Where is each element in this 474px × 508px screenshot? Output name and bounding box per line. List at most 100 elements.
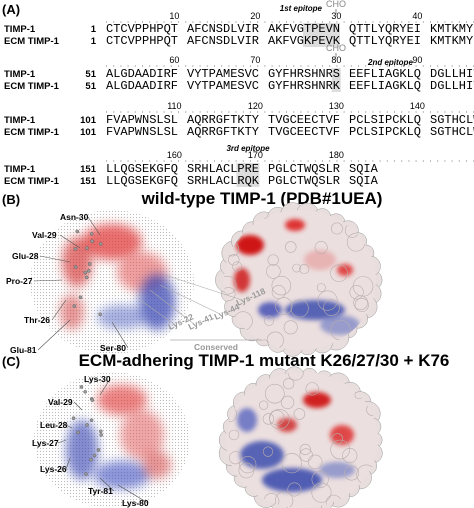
surface-shading [230, 328, 241, 339]
sequence-block: SRHLACLRQK [187, 174, 260, 188]
leader-line [111, 321, 129, 349]
leader-line [99, 378, 111, 396]
panel-title: wild-type TIMP-1 (PDB#1UEA) [141, 189, 383, 208]
surface-shading [317, 290, 338, 311]
sequence-block: FVAPWNSLSL [106, 113, 178, 127]
surface-shading [331, 222, 343, 235]
sequence-name: ECM TIMP-1 [4, 176, 60, 187]
surface-shading [224, 287, 236, 301]
epitope-label: 3rd epitope [226, 144, 270, 153]
atom [98, 242, 103, 246]
surface-shading [305, 382, 319, 396]
surface-shading [269, 410, 285, 426]
ruler-number: 60 [169, 55, 179, 65]
leader-line [39, 255, 71, 263]
sequence-block: DGLLHIT [430, 67, 474, 81]
surface-shading [275, 297, 293, 315]
surface-shading [330, 439, 350, 460]
group-label: Conserved [194, 342, 238, 352]
surface-shading [280, 395, 295, 409]
ruler-number: 70 [250, 55, 260, 65]
ruler-number: 120 [248, 101, 263, 111]
leader-line [37, 319, 71, 351]
sequence-block: AQRRGFTKTY [187, 125, 259, 139]
atom [89, 418, 94, 423]
surface-shading [292, 263, 302, 273]
surface-shading [364, 327, 376, 341]
atom [83, 389, 88, 394]
surface-shading [349, 285, 364, 300]
surface-coloring [60, 224, 175, 330]
leader-line [51, 299, 67, 321]
charge-patch [330, 425, 354, 445]
atom [71, 416, 76, 421]
surface-shading [228, 429, 240, 441]
sequence-name: TIMP-1 [4, 115, 36, 126]
charge-patch [319, 462, 355, 478]
surface-shading [269, 409, 290, 430]
sequence-block: DGLLHIT [430, 79, 474, 93]
atom [73, 265, 78, 269]
residue-label: Pro-27 [6, 276, 33, 286]
charge-patch [285, 219, 305, 231]
surface-shading [299, 443, 311, 456]
residue-label: Tyr-81 [88, 486, 113, 496]
sequence-name: ECM TIMP-1 [4, 127, 60, 138]
ruler-number: 140 [410, 101, 425, 111]
ruler-number: 180 [329, 150, 344, 160]
atom [84, 275, 89, 280]
surface-shading [311, 470, 329, 489]
atom [87, 262, 92, 266]
atom [90, 239, 94, 244]
sequence-start: 101 [80, 127, 97, 138]
sequence-start: 51 [85, 69, 96, 80]
residue-label: Lys-26 [40, 464, 67, 474]
sequence-name: TIMP-1 [4, 69, 36, 80]
sequence-block: QTTLYQRYEI [349, 34, 421, 48]
charge-patch [97, 385, 147, 415]
surface-shading [316, 283, 326, 293]
sequence-block: PCLSIPCKLQ [349, 113, 421, 127]
surface-shading [281, 453, 302, 474]
charge-patch [240, 441, 284, 469]
surface-shading [347, 372, 363, 384]
epitope-label: 2nd epitope [367, 58, 413, 67]
ruler-number: 40 [412, 11, 422, 21]
sequence-block: AFCNSDLVIR [187, 34, 259, 48]
atom [90, 398, 95, 402]
atom [72, 304, 77, 308]
surface-shading [344, 465, 360, 481]
ruler-number: 30 [331, 11, 341, 21]
sequence-block: ALGDAADIRF [106, 67, 178, 81]
epitope-highlight [303, 23, 340, 47]
sequence-block: QTTLYQRYEI [349, 22, 421, 36]
ruler-number: 10 [169, 11, 179, 21]
ruler-number: 80 [331, 55, 341, 65]
surface-shading [323, 299, 340, 316]
leader-line [65, 424, 73, 429]
ruler-number: 130 [329, 101, 344, 111]
leader-line [59, 234, 81, 249]
surface-shading [232, 486, 246, 500]
charge-patch [97, 305, 147, 329]
atom [89, 457, 93, 462]
sequence-block: SQIA [349, 162, 379, 176]
surface-coloring [237, 392, 355, 492]
charge-patch [262, 468, 322, 492]
sequence-block: GYFHRSHNRS [268, 67, 340, 81]
ruler-number: 90 [412, 55, 422, 65]
surface-shading [314, 241, 328, 254]
atom [99, 433, 103, 437]
atom [98, 312, 102, 317]
sequence-name: TIMP-1 [4, 164, 36, 175]
surface-shading [299, 448, 313, 462]
sequence-block: ALGDAADIRF [106, 79, 178, 93]
surface-shading [271, 285, 286, 299]
panel-title: ECM-adhering TIMP-1 mutant K26/27/30 + K… [79, 351, 450, 370]
charge-patch [236, 235, 264, 255]
charge-patch [82, 224, 142, 260]
surface-shading [234, 377, 248, 391]
sequence-block: KMTKMYK [430, 22, 474, 36]
surface-shading [244, 210, 255, 221]
sequence-block: PGLCTWQSLR [268, 162, 340, 176]
